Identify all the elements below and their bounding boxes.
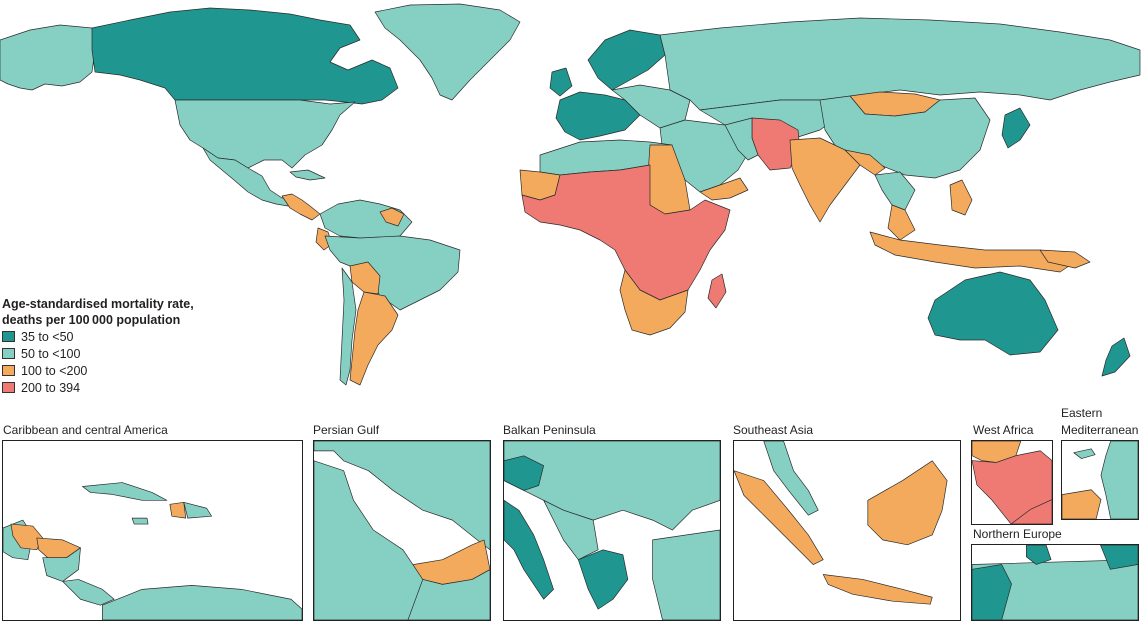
- region-philippines: [949, 179, 973, 216]
- inset-sea-borneo: [867, 460, 948, 546]
- inset-neu-mainland: [972, 559, 1138, 620]
- map-legend: Age-standardised mortality rate, deaths …: [2, 296, 232, 396]
- legend-swatch: [2, 365, 15, 376]
- region-guyana: [379, 207, 405, 227]
- inset-title-southeast-asia: Southeast Asia: [733, 423, 814, 437]
- inset-sea-malay-peninsula: [763, 441, 819, 516]
- inset-title-balkans: Balkan Peninsula: [503, 423, 596, 437]
- inset-title-persian-gulf: Persian Gulf: [313, 423, 380, 437]
- region-scandinavia: [587, 29, 666, 91]
- legend-label: 35 to <50: [21, 329, 74, 344]
- inset-persian-gulf: [313, 440, 491, 621]
- inset-balkans-italy: [504, 499, 554, 600]
- inset-balkans-west: [543, 499, 599, 561]
- region-southern-africa: [619, 269, 689, 336]
- inset-northern-europe: [971, 544, 1139, 621]
- inset-southeast-asia: [733, 440, 961, 621]
- region-usa: [174, 99, 356, 169]
- legend-item-100-200: 100 to <200: [2, 362, 232, 379]
- inset-eastern-mediterranean: [1061, 440, 1139, 520]
- inset-sea-sumatra: [734, 470, 824, 565]
- inset-westafrica-guinea: [972, 450, 1052, 524]
- legend-item-50-100: 50 to <100: [2, 345, 232, 362]
- legend-swatch: [2, 382, 15, 393]
- inset-neu-baltic: [1100, 545, 1138, 570]
- region-indonesia: [869, 231, 1076, 273]
- region-japan: [1001, 107, 1031, 149]
- inset-caribbean-nicaragua: [42, 547, 81, 582]
- region-india: [789, 137, 861, 223]
- region-new-zealand: [1101, 337, 1131, 377]
- inset-title-northern-europe: Northern Europe: [973, 527, 1062, 541]
- region-argentina: [349, 291, 399, 386]
- region-central-america: [281, 193, 321, 221]
- region-greenland: [374, 3, 521, 101]
- region-iran: [724, 117, 759, 161]
- inset-balkans: [503, 440, 721, 621]
- inset-caribbean: [2, 440, 303, 621]
- region-papua: [1039, 249, 1091, 269]
- legend-label: 100 to <200: [21, 363, 88, 378]
- region-brazil-peru: [324, 235, 461, 311]
- inset-neu-denmark: [1025, 545, 1052, 565]
- legend-label: 200 to 394: [21, 380, 81, 395]
- inset-gulf-iran: [314, 441, 490, 551]
- inset-neu-west: [972, 564, 1012, 620]
- region-australia: [927, 271, 1059, 356]
- region-sub-saharan-africa: [521, 164, 731, 301]
- inset-emed-cyprus: [1073, 448, 1096, 459]
- region-myanmar-thailand: [874, 171, 916, 211]
- inset-caribbean-south-america: [101, 585, 302, 620]
- inset-gulf-arabia: [314, 460, 433, 620]
- region-uk: [549, 67, 573, 97]
- inset-emed-egypt: [1062, 489, 1102, 519]
- inset-west-africa: [971, 440, 1053, 525]
- region-cuba: [289, 169, 326, 181]
- region-madagascar: [707, 273, 727, 309]
- inset-emed-levant: [1100, 441, 1138, 519]
- region-yemen-oman: [699, 177, 749, 201]
- inset-balkans-greece: [577, 549, 629, 610]
- inset-gulf-oman: [407, 569, 490, 620]
- inset-title-eastern-mediterranean-line2: Mediterranean: [1061, 423, 1139, 437]
- inset-balkans-slovenia-croatia: [504, 455, 544, 491]
- region-nepal-bangladesh: [844, 149, 886, 176]
- inset-caribbean-jamaica: [131, 517, 149, 525]
- region-chile: [339, 267, 357, 386]
- inset-sea-java: [822, 574, 933, 605]
- region-western-europe: [555, 91, 641, 141]
- inset-caribbean-guatemala: [10, 523, 44, 551]
- inset-title-west-africa: West Africa: [973, 423, 1034, 437]
- inset-caribbean-costarica-panama: [62, 579, 115, 606]
- legend-title-line1: Age-standardised mortality rate,: [2, 297, 194, 311]
- inset-caribbean-dominican: [183, 501, 212, 519]
- inset-title-eastern-mediterranean-line1: Eastern: [1061, 406, 1103, 420]
- legend-item-200-394: 200 to 394: [2, 379, 232, 396]
- inset-balkans-turkey: [652, 529, 720, 620]
- inset-caribbean-haiti: [169, 501, 187, 519]
- region-canada: [91, 7, 399, 105]
- inset-title-caribbean: Caribbean and central America: [3, 423, 168, 437]
- legend-item-35-50: 35 to <50: [2, 328, 232, 345]
- inset-caribbean-cuba: [82, 482, 168, 501]
- legend-label: 50 to <100: [21, 346, 81, 361]
- region-alaska: [0, 24, 96, 91]
- region-indochina: [887, 204, 916, 241]
- legend-swatch: [2, 331, 15, 342]
- legend-title-line2: deaths per 100 000 population: [2, 313, 181, 327]
- legend-swatch: [2, 348, 15, 359]
- inset-westafrica-coast: [1010, 499, 1052, 524]
- world-map: [0, 3, 1141, 386]
